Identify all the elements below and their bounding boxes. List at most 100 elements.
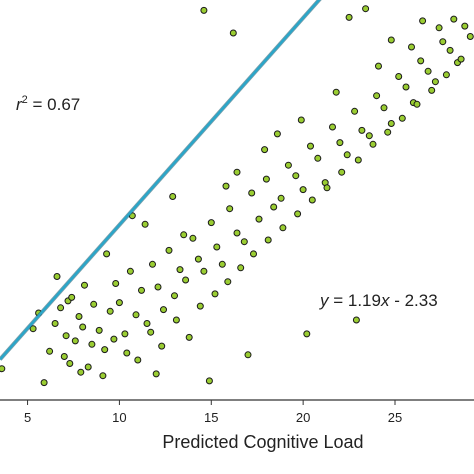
data-point xyxy=(284,161,292,169)
data-point xyxy=(95,326,103,334)
data-point xyxy=(84,363,92,371)
data-point xyxy=(123,349,131,357)
data-point xyxy=(413,100,421,108)
r2-superscript: 2 xyxy=(22,94,28,106)
data-point xyxy=(417,57,425,65)
data-point xyxy=(419,17,427,25)
data-point xyxy=(99,372,107,380)
data-point xyxy=(398,114,406,122)
x-tick-label: 5 xyxy=(24,410,31,425)
data-point xyxy=(121,330,129,338)
data-point xyxy=(0,365,6,373)
data-point xyxy=(358,126,366,134)
fit-line xyxy=(0,0,321,361)
data-point xyxy=(79,323,87,331)
data-point xyxy=(147,328,155,336)
equation-x: x xyxy=(380,291,390,310)
data-point xyxy=(345,13,353,21)
data-point xyxy=(196,302,204,310)
data-point xyxy=(446,46,454,54)
x-tick-label: 25 xyxy=(388,410,402,425)
data-point xyxy=(176,266,184,274)
data-point xyxy=(143,320,151,327)
data-point xyxy=(226,205,234,213)
data-point xyxy=(200,267,208,275)
data-point xyxy=(402,83,410,91)
data-point xyxy=(365,132,373,140)
data-point xyxy=(211,290,219,298)
x-tick-label: 20 xyxy=(296,410,310,425)
data-point xyxy=(233,168,241,176)
data-point xyxy=(431,78,439,86)
data-point xyxy=(126,267,134,275)
data-point xyxy=(255,215,263,223)
data-point xyxy=(248,189,256,197)
data-point xyxy=(264,236,272,244)
equation-y: y xyxy=(319,291,330,310)
data-point xyxy=(51,320,59,327)
data-point xyxy=(81,281,88,289)
data-point xyxy=(200,6,208,14)
data-point xyxy=(351,107,359,115)
data-point xyxy=(279,224,287,232)
data-point xyxy=(303,330,311,338)
data-point xyxy=(103,250,111,258)
data-point xyxy=(71,337,79,345)
data-point xyxy=(466,33,474,40)
data-point xyxy=(352,316,360,324)
data-point xyxy=(185,333,193,341)
data-point xyxy=(182,276,190,284)
data-point xyxy=(273,130,281,138)
data-point xyxy=(308,196,316,204)
data-point xyxy=(194,255,202,263)
data-point xyxy=(332,88,340,96)
data-point xyxy=(77,368,85,376)
data-point xyxy=(343,151,351,159)
data-point xyxy=(384,128,392,136)
data-point xyxy=(362,5,370,13)
data-point xyxy=(106,307,114,315)
data-point xyxy=(395,73,403,80)
data-point xyxy=(424,67,432,75)
data-point xyxy=(218,260,226,268)
data-point xyxy=(90,300,98,308)
data-point xyxy=(165,246,173,254)
data-point xyxy=(237,264,245,272)
data-point xyxy=(101,346,109,354)
data-point xyxy=(213,243,221,251)
data-point xyxy=(233,229,241,237)
equation-slope: = 1.19 xyxy=(329,291,381,310)
regression-equation: y = 1.19x - 2.33 xyxy=(319,291,438,310)
data-point xyxy=(244,351,252,359)
data-point xyxy=(46,347,54,355)
x-axis-label: Predicted Cognitive Load xyxy=(162,432,363,452)
data-point xyxy=(138,286,145,294)
data-point xyxy=(134,356,142,364)
x-ticks: 5 10 15 20 25 xyxy=(24,400,402,425)
data-point xyxy=(180,231,188,239)
data-point xyxy=(261,146,269,154)
data-point xyxy=(75,313,83,320)
data-point xyxy=(329,123,336,131)
data-point xyxy=(62,332,70,340)
data-point xyxy=(154,283,162,291)
data-point xyxy=(172,316,180,324)
data-point xyxy=(250,250,257,258)
data-point xyxy=(338,168,346,176)
r-squared-annotation: r2 = 0.67 xyxy=(16,94,80,114)
data-point xyxy=(262,175,270,183)
data-point xyxy=(439,38,447,46)
data-point xyxy=(314,154,322,162)
data-point xyxy=(450,15,458,23)
data-point xyxy=(57,304,65,312)
data-point xyxy=(297,116,305,124)
data-point xyxy=(141,220,149,228)
x-tick-label: 10 xyxy=(112,410,126,425)
data-point xyxy=(323,184,331,192)
data-point xyxy=(53,273,61,280)
data-point xyxy=(132,311,140,319)
r2-value: = 0.67 xyxy=(28,95,80,114)
data-point xyxy=(277,194,285,202)
data-point xyxy=(336,139,344,147)
data-point xyxy=(29,325,37,333)
